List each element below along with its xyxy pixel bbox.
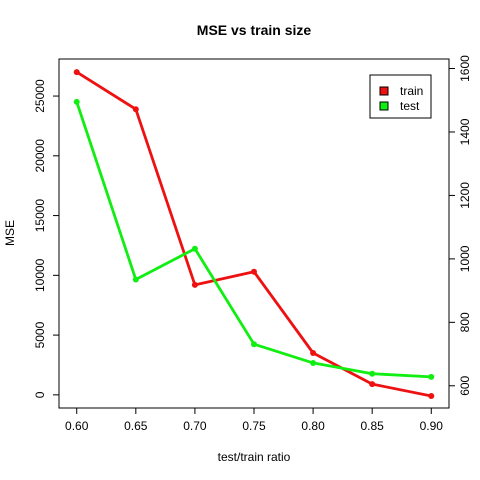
series-point-train	[251, 268, 257, 275]
series-point-train	[132, 106, 139, 113]
x-tick-label: 0.75	[242, 419, 266, 433]
legend-box	[369, 74, 432, 119]
series-point-train	[73, 69, 80, 76]
series-point-test	[73, 98, 80, 105]
series-point-test	[191, 245, 198, 252]
x-axis-label: test/train ratio	[218, 450, 291, 464]
x-tick-label: 0.90	[420, 419, 444, 433]
series-point-test	[251, 341, 257, 348]
x-tick-label: 0.80	[301, 419, 325, 433]
legend-swatch-test	[379, 101, 389, 111]
y-right-tick-label: 1400	[458, 118, 472, 145]
x-tick-label: 0.70	[183, 419, 207, 433]
series-point-test	[132, 276, 139, 283]
y-right-tick-label: 1600	[458, 55, 472, 82]
series-point-train	[369, 381, 376, 388]
y-left-tick-label: 25000	[33, 79, 47, 113]
series-point-train	[191, 281, 198, 288]
series-layer	[73, 69, 435, 400]
y-left-tick-label: 15000	[33, 199, 47, 233]
legend-swatch-train	[379, 86, 389, 96]
legend-label-test: test	[400, 99, 420, 113]
y-left-tick-label: 10000	[33, 258, 47, 292]
y-axis-label: MSE	[3, 220, 17, 246]
chart-title: MSE vs train size	[197, 22, 312, 38]
series-point-test	[428, 373, 435, 380]
x-tick-label: 0.65	[124, 419, 148, 433]
y-left-tick-label: 20000	[33, 139, 47, 173]
y-right-tick-label: 800	[458, 312, 472, 332]
x-tick-label: 0.85	[361, 419, 385, 433]
x-tick-label: 0.60	[65, 419, 89, 433]
y-right-tick-label: 600	[458, 375, 472, 395]
series-point-test	[310, 359, 317, 366]
y-right-tick-label: 1000	[458, 245, 472, 272]
series-point-train	[310, 350, 317, 357]
y-axis-left: 0 5000 10000 15000 20000 25000	[33, 79, 59, 398]
series-point-test	[369, 370, 376, 377]
legend-label-train: train	[400, 84, 423, 98]
y-axis-right: 600 800 1000 1200 1400 1600	[449, 55, 472, 396]
y-left-tick-label: 0	[33, 391, 47, 398]
series-point-train	[428, 393, 435, 400]
y-left-tick-label: 5000	[33, 321, 47, 348]
x-axis: 0.60 0.65 0.70 0.75 0.80 0.85 0.90	[65, 408, 443, 433]
y-right-tick-label: 1200	[458, 182, 472, 209]
